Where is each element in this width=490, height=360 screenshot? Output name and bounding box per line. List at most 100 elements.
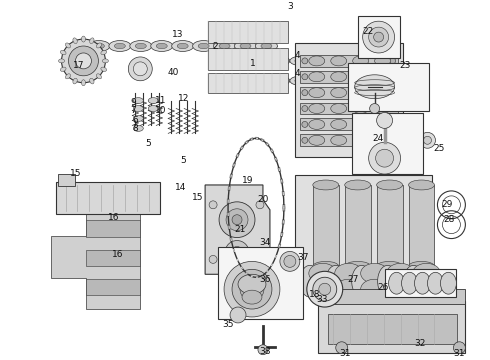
Text: 31: 31 — [339, 349, 350, 358]
Ellipse shape — [345, 261, 370, 271]
Ellipse shape — [60, 67, 66, 71]
Ellipse shape — [255, 41, 277, 51]
Ellipse shape — [331, 120, 347, 129]
Circle shape — [374, 32, 384, 42]
Text: 5: 5 — [180, 156, 186, 165]
Ellipse shape — [151, 41, 172, 51]
Bar — [385, 269, 456, 297]
Ellipse shape — [331, 88, 347, 98]
Ellipse shape — [250, 57, 270, 66]
Circle shape — [390, 90, 395, 96]
Text: 26: 26 — [377, 283, 388, 292]
Bar — [295, 175, 433, 276]
Circle shape — [226, 209, 248, 231]
Ellipse shape — [309, 88, 325, 98]
Ellipse shape — [90, 78, 94, 84]
Ellipse shape — [313, 261, 339, 271]
Ellipse shape — [401, 272, 417, 294]
Ellipse shape — [331, 104, 347, 113]
Bar — [218, 247, 303, 319]
Circle shape — [368, 142, 400, 174]
Ellipse shape — [335, 279, 363, 299]
Bar — [300, 55, 397, 67]
Text: 10: 10 — [154, 106, 166, 115]
Ellipse shape — [250, 76, 270, 85]
Ellipse shape — [310, 57, 330, 66]
Ellipse shape — [413, 279, 441, 299]
Circle shape — [302, 58, 308, 64]
Ellipse shape — [101, 50, 107, 55]
Text: 25: 25 — [434, 144, 445, 153]
Circle shape — [390, 121, 395, 127]
Ellipse shape — [235, 78, 245, 83]
Text: 27: 27 — [347, 275, 358, 284]
Ellipse shape — [353, 104, 368, 113]
Bar — [300, 134, 397, 146]
Ellipse shape — [300, 265, 320, 297]
Text: 14: 14 — [174, 184, 186, 193]
Bar — [208, 73, 288, 93]
Circle shape — [302, 105, 308, 112]
Circle shape — [256, 256, 264, 264]
Ellipse shape — [315, 59, 325, 63]
Bar — [318, 301, 466, 353]
Ellipse shape — [97, 74, 101, 79]
Ellipse shape — [65, 74, 71, 79]
Circle shape — [258, 345, 268, 355]
Circle shape — [302, 121, 308, 127]
Ellipse shape — [315, 78, 325, 83]
Bar — [358, 16, 399, 58]
Ellipse shape — [441, 272, 456, 294]
Text: 9: 9 — [130, 98, 136, 107]
Text: 24: 24 — [372, 134, 383, 143]
Bar — [208, 21, 288, 43]
Text: 21: 21 — [234, 225, 245, 234]
Bar — [377, 185, 403, 266]
Ellipse shape — [90, 38, 94, 44]
Ellipse shape — [198, 43, 209, 49]
Text: 7: 7 — [130, 106, 136, 115]
Text: 40: 40 — [168, 68, 179, 77]
Ellipse shape — [378, 265, 397, 297]
Bar — [300, 71, 397, 83]
Ellipse shape — [97, 43, 101, 48]
Ellipse shape — [375, 88, 391, 98]
Circle shape — [128, 57, 152, 81]
Ellipse shape — [345, 180, 370, 190]
Ellipse shape — [353, 56, 368, 66]
Text: 2: 2 — [212, 41, 218, 50]
Ellipse shape — [230, 76, 250, 85]
Ellipse shape — [214, 41, 236, 51]
Ellipse shape — [309, 264, 337, 283]
Ellipse shape — [309, 279, 337, 299]
Ellipse shape — [310, 76, 330, 85]
Ellipse shape — [409, 180, 435, 190]
Ellipse shape — [335, 264, 363, 283]
Circle shape — [232, 269, 272, 309]
Circle shape — [390, 105, 395, 112]
Circle shape — [363, 21, 394, 53]
Bar — [300, 103, 397, 114]
Text: 15: 15 — [193, 193, 204, 202]
Bar — [409, 185, 435, 266]
Ellipse shape — [60, 50, 66, 55]
Ellipse shape — [353, 88, 368, 98]
Text: 8: 8 — [132, 124, 138, 133]
Circle shape — [390, 74, 395, 80]
Circle shape — [377, 113, 392, 129]
Text: 1: 1 — [250, 59, 256, 68]
Circle shape — [423, 136, 432, 144]
Ellipse shape — [133, 116, 143, 121]
Text: 36: 36 — [259, 275, 270, 284]
Bar — [345, 185, 370, 266]
Circle shape — [419, 132, 436, 148]
Ellipse shape — [148, 98, 158, 104]
Text: 4: 4 — [295, 69, 301, 78]
Circle shape — [319, 283, 331, 295]
Circle shape — [307, 271, 343, 307]
Ellipse shape — [235, 59, 245, 63]
Ellipse shape — [353, 72, 368, 82]
Ellipse shape — [290, 57, 310, 66]
Text: 4: 4 — [295, 51, 301, 60]
Text: 35: 35 — [222, 320, 234, 329]
